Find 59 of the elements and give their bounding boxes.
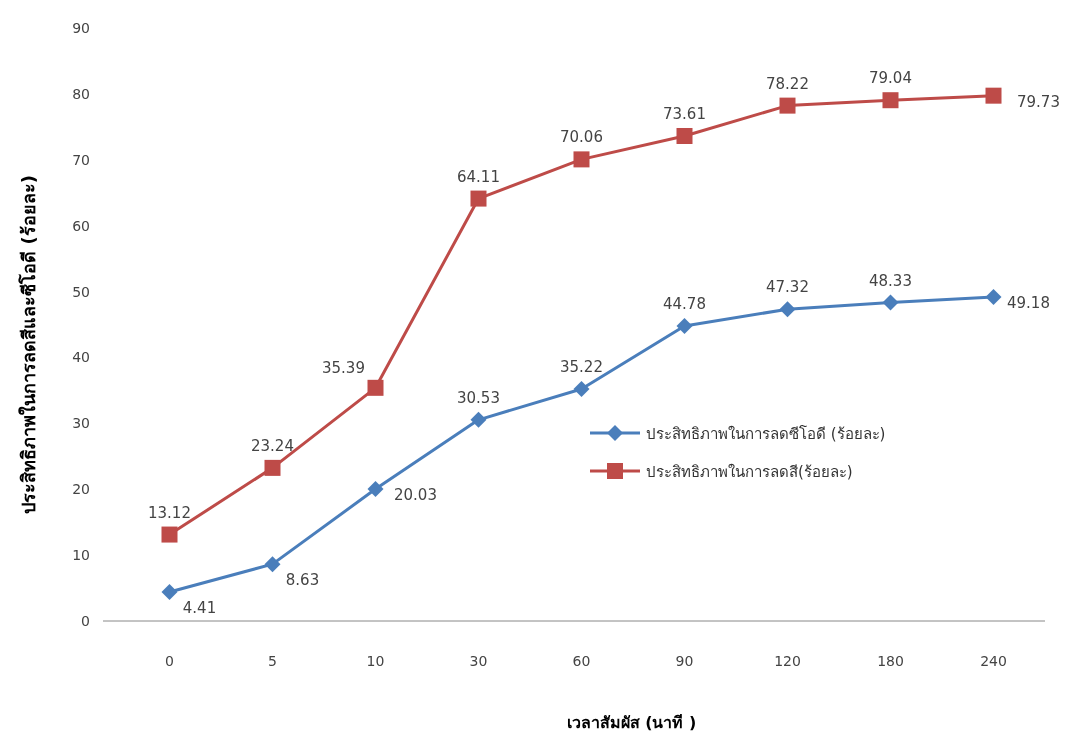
data-label: 79.73 bbox=[1017, 92, 1060, 111]
point bbox=[264, 459, 281, 476]
point bbox=[882, 294, 899, 311]
x-tick-label: 120 bbox=[774, 653, 801, 669]
point bbox=[985, 87, 1002, 104]
data-label: 73.61 bbox=[663, 104, 706, 123]
data-label: 47.32 bbox=[766, 278, 809, 297]
y-tick-label: 0 bbox=[81, 613, 90, 629]
data-label: 20.03 bbox=[394, 486, 437, 505]
point bbox=[573, 380, 590, 397]
data-label: 35.39 bbox=[322, 358, 365, 377]
x-tick-label: 5 bbox=[268, 653, 277, 669]
y-tick-label: 10 bbox=[72, 547, 90, 564]
data-label: 49.18 bbox=[1007, 293, 1050, 312]
y-tick-label: 50 bbox=[72, 283, 90, 300]
point bbox=[161, 583, 178, 600]
data-label: 4.41 bbox=[182, 598, 217, 617]
x-axis-title: เวลาสัมผัส (นาที ) bbox=[566, 713, 697, 732]
data-label: 44.78 bbox=[663, 294, 706, 313]
y-tick-label: 70 bbox=[72, 151, 90, 168]
y-tick-label: 60 bbox=[72, 217, 90, 234]
x-tick-label: 10 bbox=[366, 653, 385, 669]
point bbox=[985, 288, 1002, 305]
data-label: 23.24 bbox=[251, 436, 294, 455]
point bbox=[779, 97, 796, 114]
x-tick-label: 30 bbox=[469, 653, 488, 669]
y-tick-label: 30 bbox=[72, 415, 90, 432]
point bbox=[367, 481, 384, 498]
data-label: 30.53 bbox=[457, 388, 500, 407]
x-tick-label: 0 bbox=[165, 653, 174, 669]
y-tick-label: 20 bbox=[72, 481, 90, 498]
data-label: 35.22 bbox=[560, 357, 603, 376]
data-label: 70.06 bbox=[560, 128, 603, 147]
legend-label: ประสิทธิภาพในการลดซีโอดี (ร้อยละ) bbox=[646, 425, 886, 443]
y-tick-label: 80 bbox=[72, 85, 90, 102]
point bbox=[367, 379, 384, 396]
data-label: 13.12 bbox=[148, 503, 191, 522]
x-tick-label: 90 bbox=[675, 653, 694, 669]
y-tick-label: 90 bbox=[72, 20, 90, 36]
point bbox=[882, 92, 899, 109]
x-tick-label: 60 bbox=[572, 653, 591, 669]
point bbox=[161, 526, 178, 543]
data-label: 8.63 bbox=[285, 571, 320, 590]
data-label: 64.11 bbox=[457, 167, 500, 186]
x-tick-label: 240 bbox=[980, 653, 1007, 669]
point bbox=[573, 151, 590, 168]
data-label: 48.33 bbox=[869, 271, 912, 290]
point bbox=[676, 317, 693, 334]
x-tick-label: 180 bbox=[877, 653, 904, 669]
point bbox=[779, 301, 796, 318]
legend-label: ประสิทธิภาพในการลดสี(ร้อยละ) bbox=[646, 463, 853, 481]
data-label: 79.04 bbox=[869, 69, 912, 88]
y-axis-title: ประสิทธิภาพในการลดสีและซีโอดี (ร้อยละ) bbox=[18, 175, 39, 514]
point bbox=[470, 190, 487, 207]
point bbox=[470, 411, 487, 428]
point bbox=[676, 127, 693, 144]
data-label: 78.22 bbox=[766, 74, 809, 93]
y-tick-label: 40 bbox=[72, 349, 90, 366]
point bbox=[264, 556, 281, 573]
